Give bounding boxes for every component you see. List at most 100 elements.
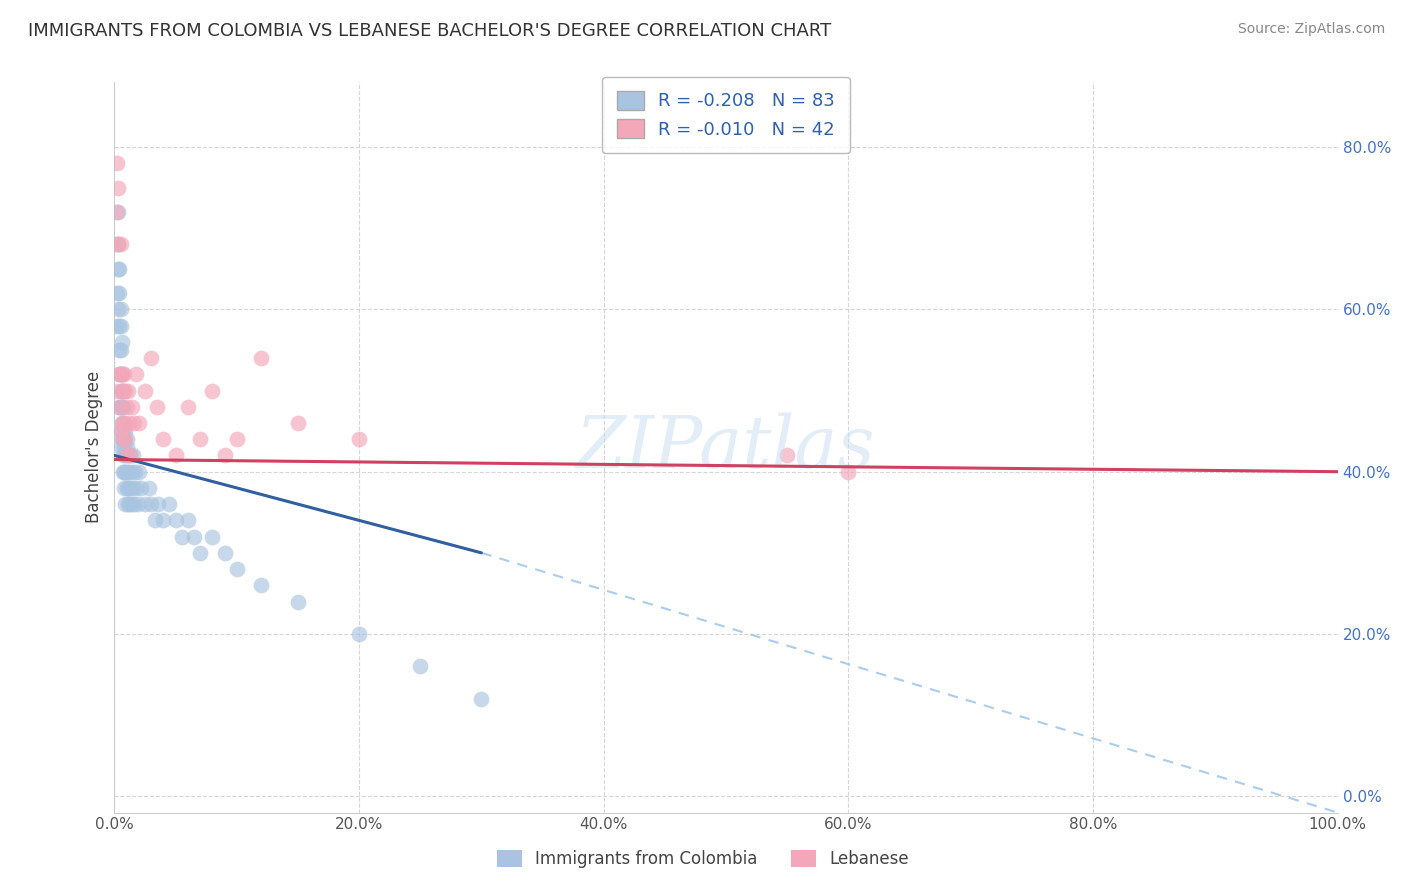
Point — [111, 384, 134, 398]
Point — [127, 497, 149, 511]
Point — [112, 481, 135, 495]
Point — [148, 497, 170, 511]
Point — [107, 261, 129, 276]
Point — [118, 416, 141, 430]
Point — [225, 432, 247, 446]
Point — [122, 497, 145, 511]
Point — [201, 384, 224, 398]
Point — [170, 530, 193, 544]
Point — [225, 562, 247, 576]
Point — [110, 424, 132, 438]
Point — [111, 368, 134, 382]
Point — [214, 449, 236, 463]
Point — [111, 432, 134, 446]
Point — [111, 384, 134, 398]
Point — [214, 546, 236, 560]
Point — [114, 497, 136, 511]
Point — [111, 400, 134, 414]
Point — [121, 465, 143, 479]
Point — [110, 368, 132, 382]
Point — [138, 481, 160, 495]
Point — [128, 416, 150, 430]
Point — [114, 465, 136, 479]
Point — [114, 424, 136, 438]
Point — [118, 497, 141, 511]
Point — [134, 497, 156, 511]
Point — [111, 465, 134, 479]
Point — [250, 578, 273, 592]
Point — [112, 368, 135, 382]
Point — [115, 441, 138, 455]
Point — [111, 400, 134, 414]
Point — [121, 481, 143, 495]
Point — [287, 416, 309, 430]
Point — [111, 449, 134, 463]
Point — [108, 286, 131, 301]
Point — [776, 449, 799, 463]
Legend: R = -0.208   N = 83, R = -0.010   N = 42: R = -0.208 N = 83, R = -0.010 N = 42 — [602, 77, 849, 153]
Text: ZIPatlas: ZIPatlas — [576, 412, 876, 483]
Point — [107, 237, 129, 252]
Point — [112, 432, 135, 446]
Point — [120, 481, 142, 495]
Point — [108, 368, 131, 382]
Point — [112, 465, 135, 479]
Point — [112, 416, 135, 430]
Point — [110, 343, 132, 357]
Point — [114, 384, 136, 398]
Point — [347, 627, 370, 641]
Point — [117, 449, 139, 463]
Point — [287, 594, 309, 608]
Point — [188, 546, 211, 560]
Point — [125, 368, 148, 382]
Point — [107, 302, 129, 317]
Point — [107, 180, 129, 194]
Point — [111, 432, 134, 446]
Point — [110, 424, 132, 438]
Point — [104, 384, 127, 398]
Point — [115, 432, 138, 446]
Point — [110, 384, 132, 398]
Point — [139, 497, 162, 511]
Point — [121, 400, 143, 414]
Point — [131, 481, 153, 495]
Point — [134, 384, 156, 398]
Point — [188, 432, 211, 446]
Point — [108, 261, 131, 276]
Point — [120, 449, 142, 463]
Point — [250, 351, 273, 365]
Point — [108, 400, 131, 414]
Point — [128, 465, 150, 479]
Point — [122, 416, 145, 430]
Point — [110, 302, 132, 317]
Point — [124, 465, 146, 479]
Point — [112, 441, 135, 455]
Text: Source: ZipAtlas.com: Source: ZipAtlas.com — [1237, 22, 1385, 37]
Point — [115, 465, 138, 479]
Point — [152, 513, 174, 527]
Point — [111, 416, 134, 430]
Point — [110, 368, 132, 382]
Y-axis label: Bachelor's Degree: Bachelor's Degree — [86, 371, 103, 524]
Point — [117, 497, 139, 511]
Point — [105, 156, 128, 170]
Point — [115, 481, 138, 495]
Point — [112, 416, 135, 430]
Point — [177, 400, 200, 414]
Point — [347, 432, 370, 446]
Point — [105, 205, 128, 219]
Point — [108, 318, 131, 333]
Point — [139, 351, 162, 365]
Point — [115, 449, 138, 463]
Point — [104, 318, 127, 333]
Point — [165, 449, 187, 463]
Point — [108, 368, 131, 382]
Point — [143, 513, 166, 527]
Point — [110, 237, 132, 252]
Point — [115, 400, 138, 414]
Point — [114, 432, 136, 446]
Point — [111, 368, 134, 382]
Point — [121, 497, 143, 511]
Point — [105, 237, 128, 252]
Point — [110, 400, 132, 414]
